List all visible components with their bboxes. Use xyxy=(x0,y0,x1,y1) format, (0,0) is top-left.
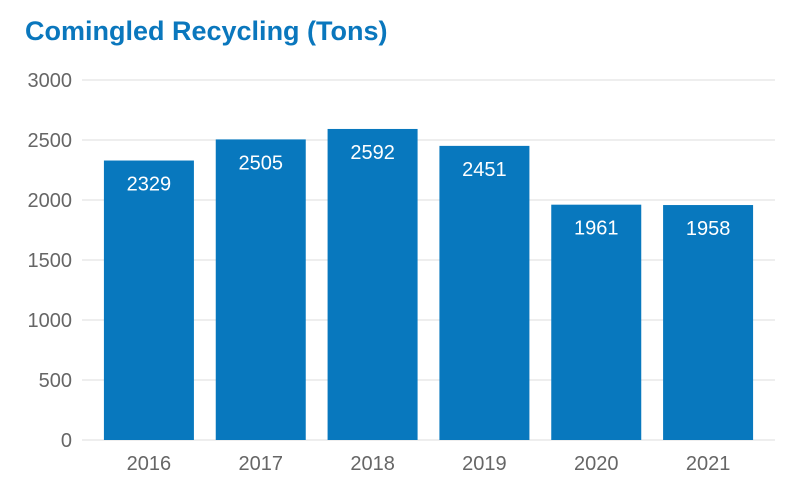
y-tick-label: 2500 xyxy=(28,130,73,152)
data-label-2021: 1958 xyxy=(686,218,731,240)
y-tick-label: 0 xyxy=(61,430,72,452)
x-tick-label: 2016 xyxy=(127,453,172,475)
chart-title: Comingled Recycling (Tons) xyxy=(25,16,388,46)
y-tick-label: 500 xyxy=(39,370,72,392)
data-label-2016: 2329 xyxy=(127,174,172,196)
x-tick-label: 2017 xyxy=(239,453,284,475)
x-tick-label: 2021 xyxy=(686,453,731,475)
bar-2018 xyxy=(327,128,418,440)
bar-2020 xyxy=(551,204,642,440)
data-label-2019: 2451 xyxy=(462,159,507,181)
data-label-2017: 2505 xyxy=(239,152,284,174)
bar-2017 xyxy=(215,139,306,440)
y-tick-label: 1500 xyxy=(28,250,73,272)
bar-2019 xyxy=(439,145,530,440)
y-tick-label: 1000 xyxy=(28,310,73,332)
data-label-2020: 1961 xyxy=(574,218,619,240)
y-tick-label: 3000 xyxy=(28,70,73,92)
bar-2016 xyxy=(103,160,194,440)
data-label-2018: 2592 xyxy=(350,142,395,164)
y-tick-label: 2000 xyxy=(28,190,73,212)
x-tick-label: 2020 xyxy=(574,453,619,475)
x-tick-label: 2018 xyxy=(350,453,395,475)
x-tick-label: 2019 xyxy=(462,453,507,475)
bar-2021 xyxy=(663,205,754,440)
